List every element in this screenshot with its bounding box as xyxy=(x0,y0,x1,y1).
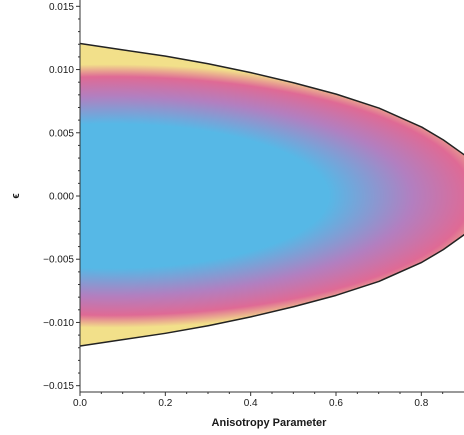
y-tick-label: 0.015 xyxy=(49,2,74,13)
x-tick-label: 0.2 xyxy=(158,398,172,409)
y-axis-label: ϵ xyxy=(10,193,22,198)
region-boundary xyxy=(80,42,464,347)
y-tick-label: −0.010 xyxy=(43,318,74,329)
y-tick-label: 0.005 xyxy=(49,128,74,139)
x-tick-label: 0.0 xyxy=(73,398,87,409)
x-tick-label: 0.8 xyxy=(414,398,428,409)
x-axis-label: Anisotropy Parameter xyxy=(212,417,328,429)
x-tick-label: 0.4 xyxy=(244,398,258,409)
y-tick-label: −0.015 xyxy=(43,381,74,392)
y-tick-label: 0.010 xyxy=(49,65,74,76)
x-tick-label: 0.6 xyxy=(329,398,343,409)
plot-region xyxy=(80,42,464,347)
y-tick-label: 0.000 xyxy=(49,192,74,203)
axes: 0.0 0.2 0.4 0.6 0.8 0.015 0.010 0.005 0.000 −0.00… xyxy=(43,0,464,409)
y-tick-label: −0.005 xyxy=(43,255,74,266)
stability-region xyxy=(80,44,464,346)
